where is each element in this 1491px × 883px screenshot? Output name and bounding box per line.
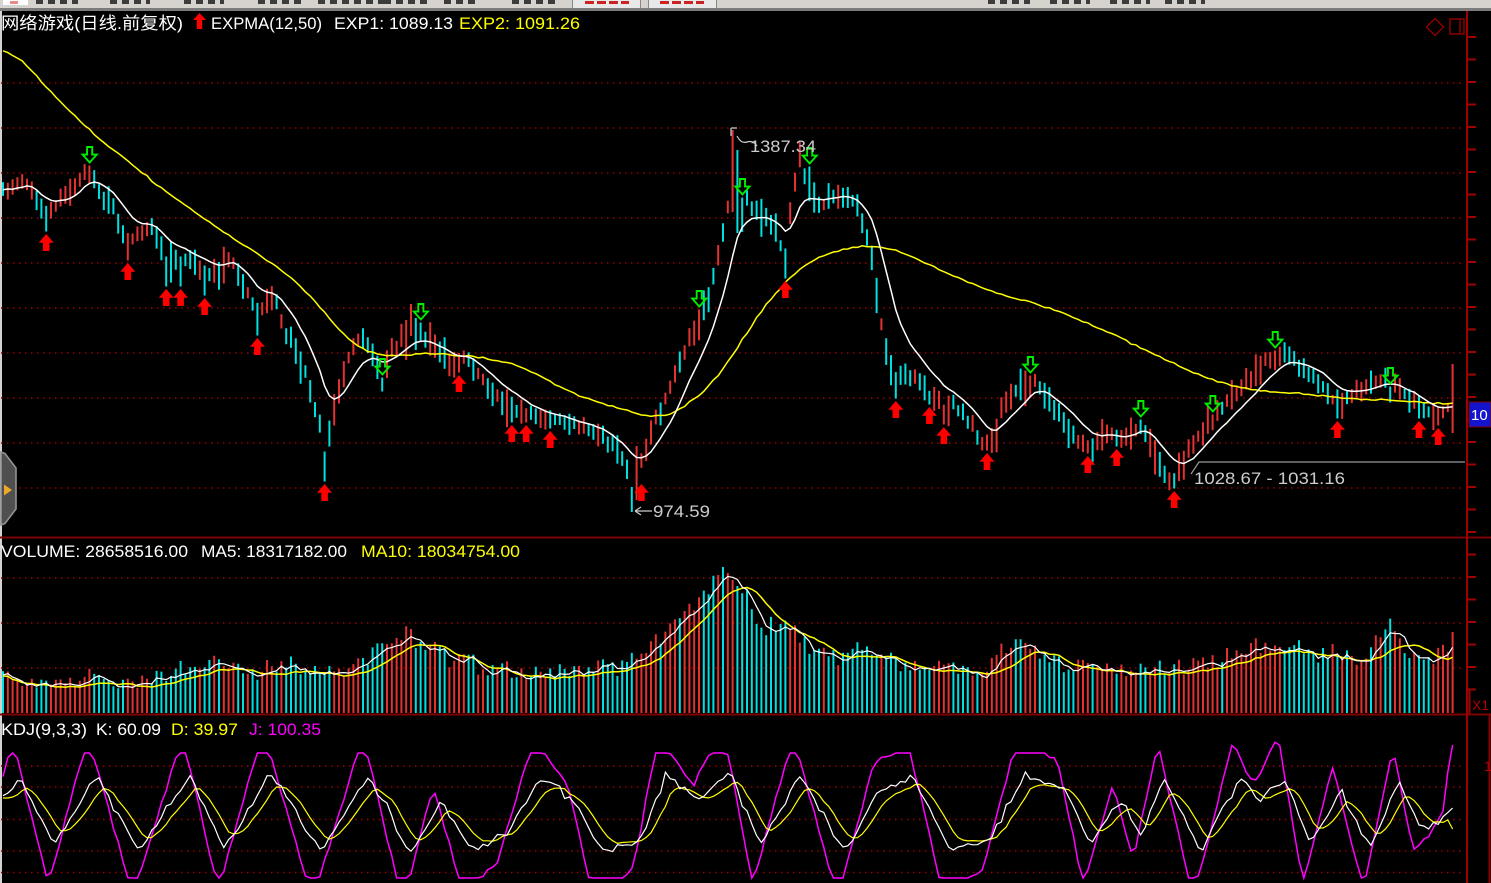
svg-text:974.59: 974.59 bbox=[653, 502, 710, 521]
svg-text:EXP2: 1091.26: EXP2: 1091.26 bbox=[459, 14, 580, 33]
svg-text:D: 39.97: D: 39.97 bbox=[171, 720, 238, 739]
svg-text:MA10: 18034754.00: MA10: 18034754.00 bbox=[361, 542, 520, 561]
svg-text:1387.34: 1387.34 bbox=[750, 137, 816, 156]
svg-text:J: 100.35: J: 100.35 bbox=[249, 720, 321, 739]
svg-text:10: 10 bbox=[1471, 407, 1488, 424]
svg-text:KDJ(9,3,3): KDJ(9,3,3) bbox=[1, 720, 87, 739]
svg-text:1028.67 - 1031.16: 1028.67 - 1031.16 bbox=[1194, 469, 1345, 488]
svg-text:MA5: 18317182.00: MA5: 18317182.00 bbox=[201, 542, 347, 561]
svg-text:1: 1 bbox=[1484, 758, 1491, 774]
svg-text:EXPMA(12,50): EXPMA(12,50) bbox=[211, 14, 322, 33]
svg-text:X1: X1 bbox=[1472, 697, 1489, 713]
svg-text:网络游戏(日线.前复权): 网络游戏(日线.前复权) bbox=[1, 14, 183, 33]
svg-text:EXP1: 1089.13: EXP1: 1089.13 bbox=[334, 14, 453, 33]
svg-text:VOLUME: 28658516.00: VOLUME: 28658516.00 bbox=[1, 542, 188, 561]
svg-text:K: 60.09: K: 60.09 bbox=[96, 720, 161, 739]
